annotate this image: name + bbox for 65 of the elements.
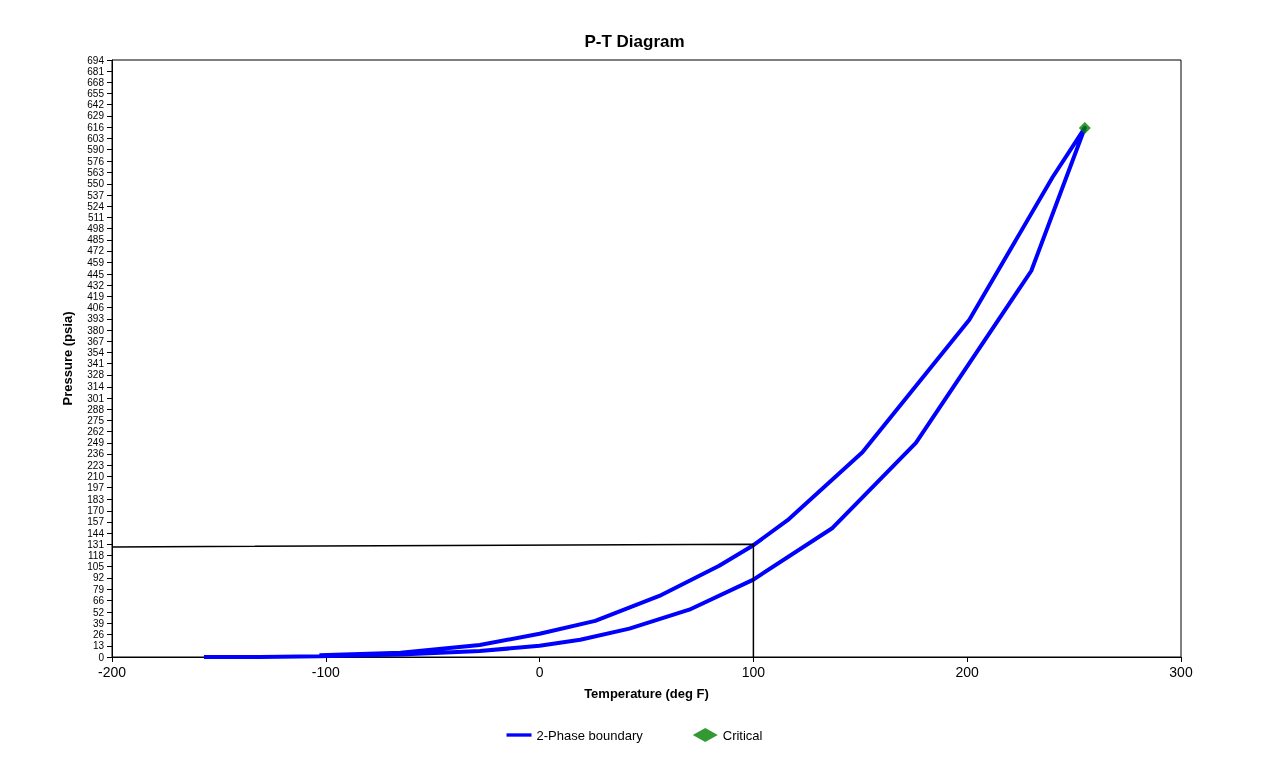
y-tick-label: 314	[87, 381, 105, 393]
y-tick-label: 459	[87, 256, 105, 268]
y-tick-label: 432	[87, 279, 105, 291]
y-tick-label: 576	[87, 156, 105, 168]
y-tick-label: 13	[92, 640, 105, 652]
y-tick-label: 524	[87, 200, 105, 212]
y-tick-label: 341	[87, 358, 105, 370]
y-tick-label: 301	[87, 392, 105, 404]
y-tick-label: 275	[87, 414, 105, 426]
y-tick-label: 563	[87, 167, 105, 179]
y-tick-label: 642	[87, 99, 105, 111]
y-tick-label: 92	[92, 572, 105, 584]
y-tick-label: 0	[98, 651, 105, 663]
y-tick-label: 445	[87, 268, 105, 280]
y-tick-label: 249	[87, 437, 105, 449]
y-tick-label: 66	[92, 594, 105, 606]
x-tick-label: -200	[97, 664, 127, 680]
x-axis-title: Temperature (deg F)	[584, 686, 709, 701]
y-tick-label: 52	[92, 606, 105, 618]
y-tick-label: 406	[87, 302, 105, 314]
x-tick-label: 0	[535, 664, 544, 680]
y-tick-label: 236	[87, 448, 105, 460]
y-tick-label: 616	[87, 121, 105, 133]
y-tick-label: 498	[87, 223, 105, 235]
y-tick-label: 26	[92, 629, 105, 641]
legend-label: Critical	[722, 727, 763, 743]
y-tick-label: 354	[87, 346, 105, 358]
x-tick-label: -100	[311, 664, 341, 680]
y-tick-label: 223	[87, 459, 105, 471]
y-tick-label: 681	[87, 65, 105, 77]
y-tick-label: 144	[87, 527, 105, 539]
y-tick-label: 105	[87, 561, 105, 573]
y-tick-label: 197	[87, 482, 105, 494]
x-tick-label: 200	[955, 664, 980, 680]
legend-label: 2-Phase boundary	[536, 727, 644, 743]
y-tick-label: 511	[88, 211, 105, 223]
y-tick-label: 170	[87, 505, 105, 517]
x-tick-label: 300	[1169, 664, 1193, 680]
y-tick-label: 262	[87, 426, 105, 438]
y-tick-label: 603	[87, 132, 105, 144]
y-tick-label: 131	[87, 538, 105, 550]
y-tick-label: 393	[87, 313, 105, 325]
y-tick-label: 472	[87, 245, 105, 257]
y-tick-label: 694	[87, 54, 105, 66]
y-tick-label: 367	[87, 335, 105, 347]
y-tick-label: 288	[87, 403, 105, 415]
y-tick-label: 39	[92, 617, 105, 629]
y-tick-label: 419	[87, 291, 105, 303]
y-tick-label: 210	[87, 470, 105, 482]
chart-title: P-T Diagram	[584, 32, 685, 51]
y-tick-label: 550	[87, 178, 105, 190]
x-tick-label: 100	[741, 664, 766, 680]
y-tick-label: 328	[87, 369, 105, 381]
y-tick-label: 668	[87, 76, 105, 88]
y-tick-label: 79	[92, 583, 105, 595]
y-tick-label: 590	[87, 143, 105, 155]
y-tick-label: 485	[87, 234, 105, 246]
y-tick-label: 157	[87, 516, 105, 528]
y-tick-label: 629	[87, 110, 105, 122]
y-tick-label: 537	[87, 189, 105, 201]
y-tick-label: 380	[87, 324, 105, 336]
y-tick-label: 655	[87, 88, 105, 100]
y-tick-label: 183	[87, 494, 105, 506]
y-tick-label: 118	[88, 549, 105, 561]
y-axis-title: Pressure (psia)	[60, 311, 75, 406]
